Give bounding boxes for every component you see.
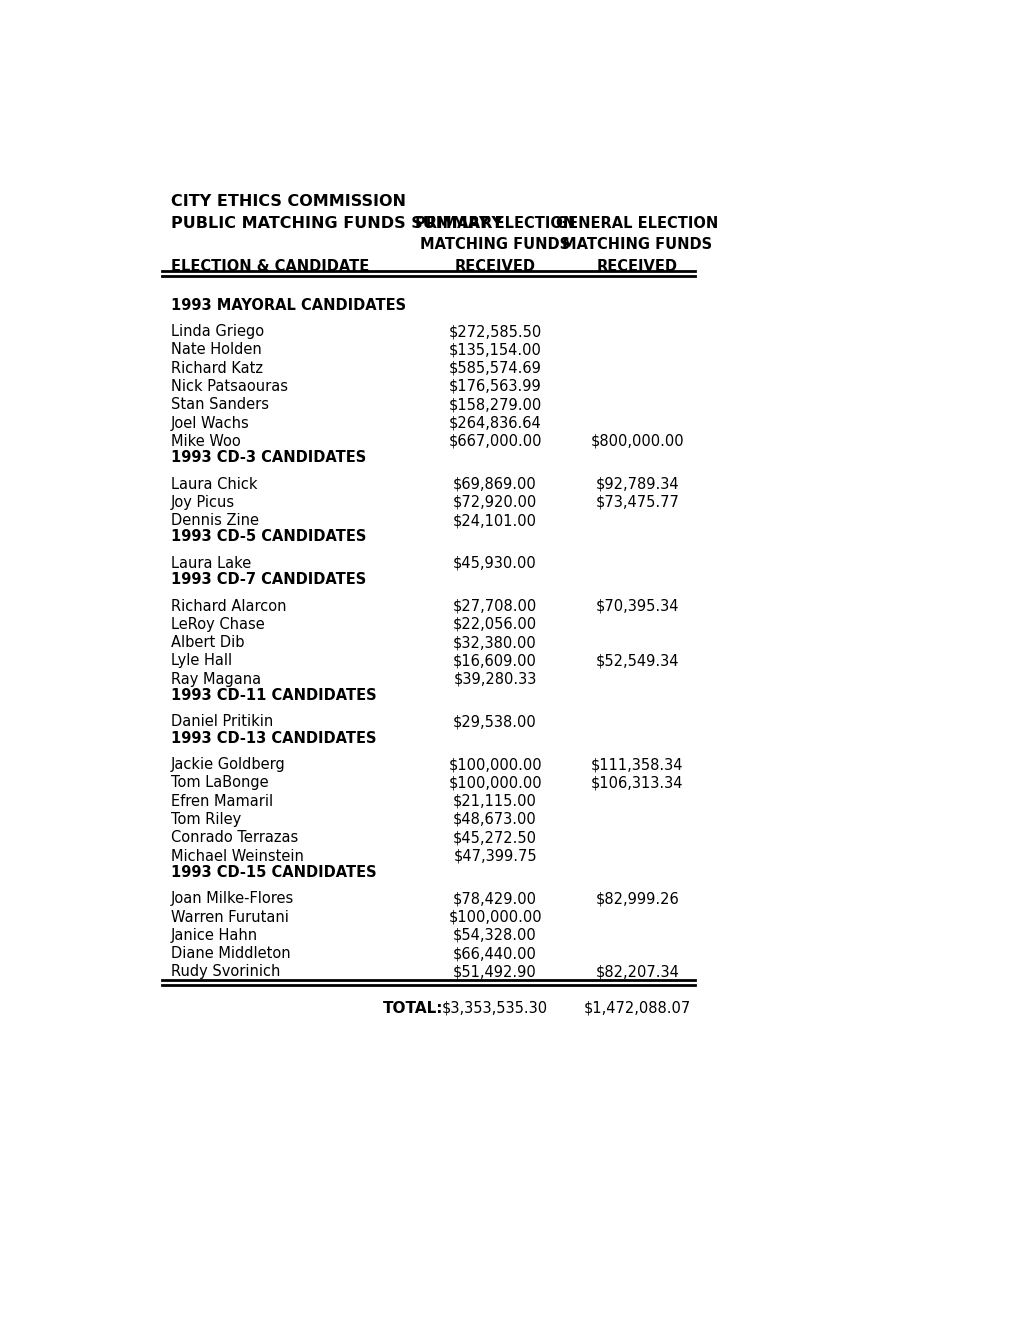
Text: TOTAL:: TOTAL: bbox=[383, 1001, 443, 1016]
Text: MATCHING FUNDS: MATCHING FUNDS bbox=[561, 236, 711, 252]
Text: Mike Woo: Mike Woo bbox=[171, 434, 240, 449]
Text: $66,440.00: $66,440.00 bbox=[452, 946, 536, 961]
Text: Efren Mamaril: Efren Mamaril bbox=[171, 793, 273, 809]
Text: Laura Chick: Laura Chick bbox=[171, 477, 257, 491]
Text: Albert Dib: Albert Dib bbox=[171, 635, 245, 649]
Text: $585,574.69: $585,574.69 bbox=[448, 360, 541, 376]
Text: $54,328.00: $54,328.00 bbox=[452, 928, 536, 942]
Text: $39,280.33: $39,280.33 bbox=[453, 672, 536, 686]
Text: $51,492.90: $51,492.90 bbox=[452, 965, 536, 979]
Text: RECEIVED: RECEIVED bbox=[454, 259, 535, 275]
Text: Warren Furutani: Warren Furutani bbox=[171, 909, 288, 924]
Text: Nate Holden: Nate Holden bbox=[171, 342, 262, 358]
Text: $27,708.00: $27,708.00 bbox=[452, 598, 537, 614]
Text: $264,836.64: $264,836.64 bbox=[448, 416, 541, 430]
Text: Lyle Hall: Lyle Hall bbox=[171, 653, 232, 668]
Text: 1993 MAYORAL CANDIDATES: 1993 MAYORAL CANDIDATES bbox=[171, 297, 406, 313]
Text: $52,549.34: $52,549.34 bbox=[595, 653, 679, 668]
Text: $82,207.34: $82,207.34 bbox=[595, 965, 679, 979]
Text: 1993 CD-7 CANDIDATES: 1993 CD-7 CANDIDATES bbox=[171, 572, 366, 587]
Text: 1993 CD-5 CANDIDATES: 1993 CD-5 CANDIDATES bbox=[171, 529, 366, 544]
Text: Ray Magana: Ray Magana bbox=[171, 672, 261, 686]
Text: $135,154.00: $135,154.00 bbox=[448, 342, 541, 358]
Text: $100,000.00: $100,000.00 bbox=[447, 758, 541, 772]
Text: Daniel Pritikin: Daniel Pritikin bbox=[171, 714, 273, 730]
Text: Joy Picus: Joy Picus bbox=[171, 495, 234, 510]
Text: $32,380.00: $32,380.00 bbox=[452, 635, 536, 649]
Text: 1993 CD-15 CANDIDATES: 1993 CD-15 CANDIDATES bbox=[171, 865, 376, 880]
Text: PRIMARY ELECTION: PRIMARY ELECTION bbox=[415, 216, 575, 231]
Text: $800,000.00: $800,000.00 bbox=[590, 434, 684, 449]
Text: $158,279.00: $158,279.00 bbox=[448, 397, 541, 412]
Text: Nick Patsaouras: Nick Patsaouras bbox=[171, 379, 287, 393]
Text: Jackie Goldberg: Jackie Goldberg bbox=[171, 758, 285, 772]
Text: $22,056.00: $22,056.00 bbox=[452, 616, 537, 632]
Text: Joan Milke-Flores: Joan Milke-Flores bbox=[171, 891, 293, 907]
Text: Rudy Svorinich: Rudy Svorinich bbox=[171, 965, 280, 979]
Text: Stan Sanders: Stan Sanders bbox=[171, 397, 269, 412]
Text: MATCHING FUNDS: MATCHING FUNDS bbox=[420, 236, 570, 252]
Text: $45,272.50: $45,272.50 bbox=[452, 830, 537, 845]
Text: 1993 CD-3 CANDIDATES: 1993 CD-3 CANDIDATES bbox=[171, 450, 366, 465]
Text: $47,399.75: $47,399.75 bbox=[452, 849, 536, 863]
Text: GENERAL ELECTION: GENERAL ELECTION bbox=[555, 216, 717, 231]
Text: $100,000.00: $100,000.00 bbox=[447, 909, 541, 924]
Text: $3,353,535.30: $3,353,535.30 bbox=[441, 1001, 547, 1016]
Text: Joel Wachs: Joel Wachs bbox=[171, 416, 250, 430]
Text: LeRoy Chase: LeRoy Chase bbox=[171, 616, 265, 632]
Text: Michael Weinstein: Michael Weinstein bbox=[171, 849, 304, 863]
Text: $176,563.99: $176,563.99 bbox=[448, 379, 541, 393]
Text: $78,429.00: $78,429.00 bbox=[452, 891, 537, 907]
Text: $73,475.77: $73,475.77 bbox=[595, 495, 679, 510]
Text: $16,609.00: $16,609.00 bbox=[452, 653, 536, 668]
Text: $111,358.34: $111,358.34 bbox=[591, 758, 683, 772]
Text: $82,999.26: $82,999.26 bbox=[595, 891, 679, 907]
Text: $100,000.00: $100,000.00 bbox=[447, 775, 541, 791]
Text: Richard Katz: Richard Katz bbox=[171, 360, 263, 376]
Text: CITY ETHICS COMMISSION: CITY ETHICS COMMISSION bbox=[171, 194, 406, 209]
Text: $48,673.00: $48,673.00 bbox=[452, 812, 536, 826]
Text: $70,395.34: $70,395.34 bbox=[595, 598, 679, 614]
Text: ELECTION & CANDIDATE: ELECTION & CANDIDATE bbox=[171, 259, 369, 275]
Text: $1,472,088.07: $1,472,088.07 bbox=[583, 1001, 690, 1016]
Text: $106,313.34: $106,313.34 bbox=[591, 775, 683, 791]
Text: Conrado Terrazas: Conrado Terrazas bbox=[171, 830, 298, 845]
Text: $24,101.00: $24,101.00 bbox=[452, 513, 537, 528]
Text: RECEIVED: RECEIVED bbox=[596, 259, 678, 275]
Text: 1993 CD-11 CANDIDATES: 1993 CD-11 CANDIDATES bbox=[171, 688, 376, 704]
Text: Laura Lake: Laura Lake bbox=[171, 556, 251, 570]
Text: $667,000.00: $667,000.00 bbox=[448, 434, 541, 449]
Text: $21,115.00: $21,115.00 bbox=[452, 793, 536, 809]
Text: Linda Griego: Linda Griego bbox=[171, 325, 264, 339]
Text: Janice Hahn: Janice Hahn bbox=[171, 928, 258, 942]
Text: Richard Alarcon: Richard Alarcon bbox=[171, 598, 286, 614]
Text: 1993 CD-13 CANDIDATES: 1993 CD-13 CANDIDATES bbox=[171, 731, 376, 746]
Text: Diane Middleton: Diane Middleton bbox=[171, 946, 290, 961]
Text: $72,920.00: $72,920.00 bbox=[452, 495, 537, 510]
Text: $272,585.50: $272,585.50 bbox=[448, 325, 541, 339]
Text: $92,789.34: $92,789.34 bbox=[595, 477, 679, 491]
Text: Tom LaBonge: Tom LaBonge bbox=[171, 775, 268, 791]
Text: $45,930.00: $45,930.00 bbox=[452, 556, 536, 570]
Text: Dennis Zine: Dennis Zine bbox=[171, 513, 259, 528]
Text: PUBLIC MATCHING FUNDS SUMMARY: PUBLIC MATCHING FUNDS SUMMARY bbox=[171, 216, 502, 231]
Text: $69,869.00: $69,869.00 bbox=[452, 477, 536, 491]
Text: $29,538.00: $29,538.00 bbox=[452, 714, 536, 730]
Text: Tom Riley: Tom Riley bbox=[171, 812, 240, 826]
